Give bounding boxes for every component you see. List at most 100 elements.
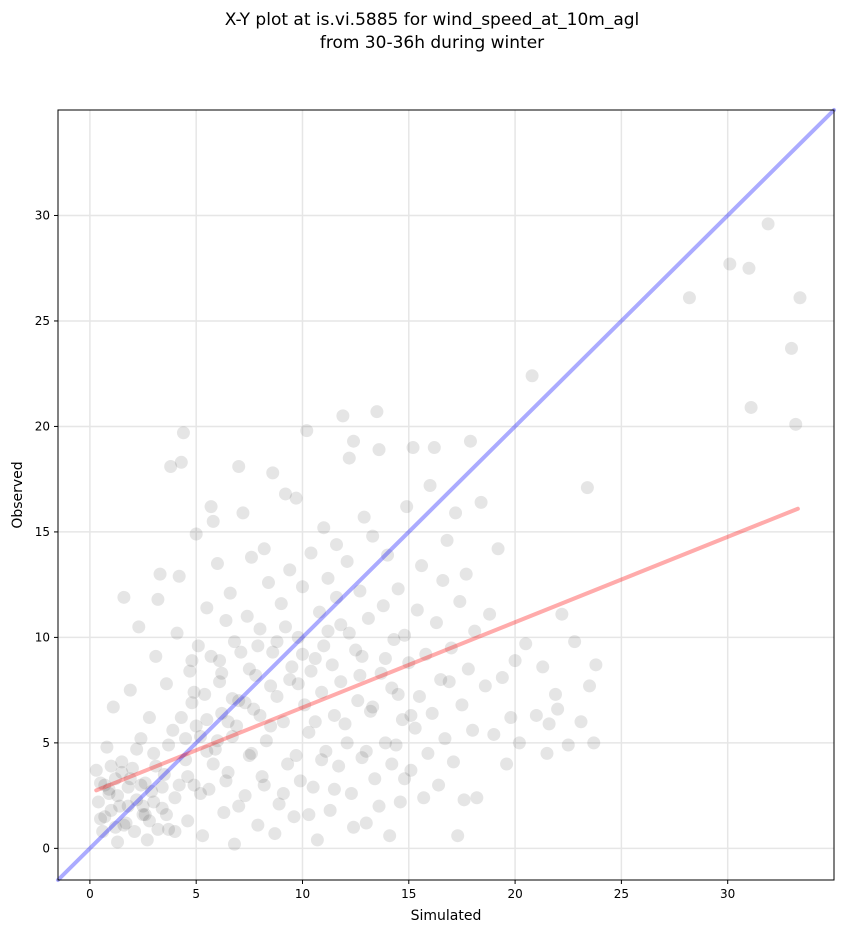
data-point bbox=[257, 778, 271, 792]
data-point bbox=[555, 607, 569, 621]
data-point bbox=[364, 704, 378, 718]
data-point bbox=[351, 694, 365, 708]
data-point bbox=[104, 759, 118, 773]
data-point bbox=[483, 607, 497, 621]
data-point bbox=[232, 694, 246, 708]
data-point bbox=[289, 749, 303, 763]
data-point bbox=[123, 683, 137, 697]
data-point bbox=[442, 675, 456, 689]
data-point bbox=[259, 734, 273, 748]
data-point bbox=[249, 668, 263, 682]
data-point bbox=[542, 717, 556, 731]
data-point bbox=[193, 730, 207, 744]
data-point bbox=[255, 770, 269, 784]
data-point bbox=[421, 746, 435, 760]
data-point bbox=[278, 620, 292, 634]
data-point bbox=[272, 797, 286, 811]
data-point bbox=[789, 417, 803, 431]
data-point bbox=[302, 725, 316, 739]
data-point bbox=[321, 571, 335, 585]
data-point bbox=[357, 510, 371, 524]
data-point bbox=[138, 808, 152, 822]
data-point bbox=[432, 778, 446, 792]
data-point bbox=[130, 793, 144, 807]
data-point bbox=[185, 654, 199, 668]
data-point bbox=[232, 460, 246, 474]
data-point bbox=[134, 732, 148, 746]
data-point bbox=[170, 626, 184, 640]
data-point bbox=[130, 742, 144, 756]
data-point bbox=[200, 601, 214, 615]
data-point bbox=[157, 768, 171, 782]
data-point bbox=[187, 685, 201, 699]
data-point bbox=[580, 481, 594, 495]
data-point bbox=[587, 736, 601, 750]
data-point bbox=[147, 746, 161, 760]
data-point bbox=[370, 405, 384, 419]
data-point bbox=[270, 689, 284, 703]
data-point bbox=[100, 740, 114, 754]
data-point bbox=[304, 664, 318, 678]
data-point bbox=[111, 789, 125, 803]
data-point bbox=[487, 727, 501, 741]
data-point bbox=[155, 801, 169, 815]
data-point bbox=[434, 673, 448, 687]
data-point bbox=[525, 369, 539, 383]
data-point bbox=[287, 810, 301, 824]
data-points bbox=[89, 217, 807, 851]
data-point bbox=[215, 706, 229, 720]
data-point bbox=[446, 755, 460, 769]
data-point bbox=[155, 780, 169, 794]
data-point bbox=[213, 675, 227, 689]
data-point bbox=[285, 660, 299, 674]
data-point bbox=[111, 835, 125, 849]
data-point bbox=[295, 580, 309, 594]
data-point bbox=[336, 409, 350, 423]
data-point bbox=[149, 759, 163, 773]
data-point bbox=[395, 713, 409, 727]
y-tick-label: 30 bbox=[35, 208, 50, 222]
data-point bbox=[453, 595, 467, 609]
data-point bbox=[723, 257, 737, 271]
data-point bbox=[200, 713, 214, 727]
data-point bbox=[583, 679, 597, 693]
data-point bbox=[330, 590, 344, 604]
data-point bbox=[682, 291, 696, 305]
data-point bbox=[274, 597, 288, 611]
data-point bbox=[257, 542, 271, 556]
data-point bbox=[179, 732, 193, 746]
data-point bbox=[417, 791, 431, 805]
data-point bbox=[551, 702, 565, 716]
y-axis-label: Observed bbox=[10, 461, 26, 528]
data-point bbox=[108, 772, 122, 786]
data-point bbox=[172, 569, 186, 583]
data-point bbox=[142, 814, 156, 828]
data-point bbox=[187, 778, 201, 792]
data-point bbox=[266, 645, 280, 659]
data-point bbox=[225, 730, 239, 744]
data-point bbox=[102, 782, 116, 796]
data-point bbox=[589, 658, 603, 672]
data-point bbox=[374, 666, 388, 680]
y-tick-label: 0 bbox=[42, 841, 50, 855]
data-point bbox=[313, 605, 327, 619]
data-point bbox=[151, 592, 165, 606]
data-point bbox=[168, 824, 182, 838]
data-point bbox=[410, 603, 424, 617]
data-point bbox=[244, 746, 258, 760]
data-point bbox=[230, 719, 244, 733]
data-point bbox=[327, 708, 341, 722]
y-axis-ticks: 0 5 10 15 20 25 30 bbox=[35, 208, 58, 855]
data-point bbox=[293, 774, 307, 788]
data-point bbox=[91, 795, 105, 809]
data-point bbox=[548, 687, 562, 701]
data-point bbox=[323, 803, 337, 817]
data-point bbox=[385, 757, 399, 771]
data-point bbox=[125, 761, 139, 775]
data-point bbox=[291, 630, 305, 644]
data-point bbox=[378, 736, 392, 750]
data-point bbox=[172, 778, 186, 792]
data-point bbox=[536, 660, 550, 674]
data-point bbox=[408, 721, 422, 735]
data-point bbox=[289, 491, 303, 505]
